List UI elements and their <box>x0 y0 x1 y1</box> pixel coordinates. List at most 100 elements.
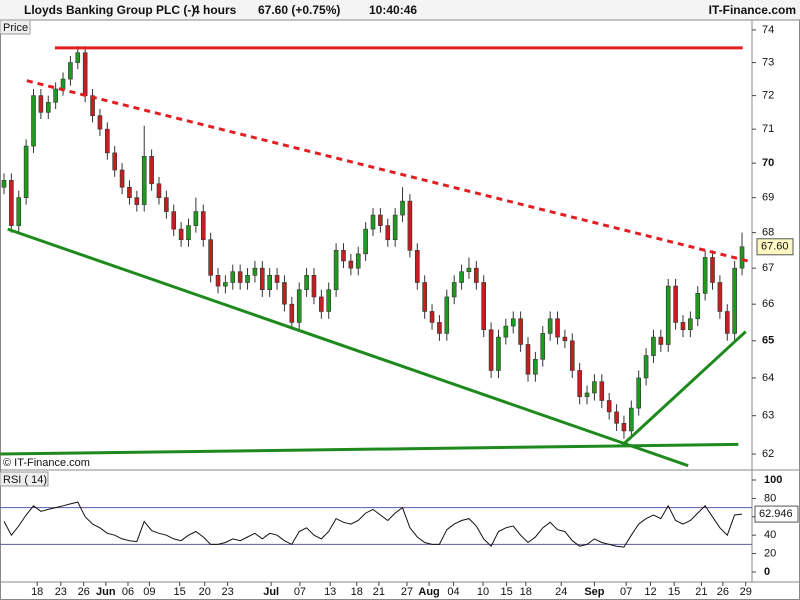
x-tick-label: 29 <box>740 586 752 598</box>
candle-body <box>31 95 36 147</box>
y-tick-label: 62 <box>762 448 774 460</box>
trend-line <box>622 330 747 446</box>
candle-body <box>474 267 479 283</box>
x-tick-label: 23 <box>221 586 233 598</box>
candle-body <box>629 407 634 432</box>
candle-body <box>569 340 575 371</box>
candle-body <box>533 358 538 375</box>
candle-body <box>695 293 701 320</box>
candle-body <box>444 296 450 334</box>
x-tick-label: 18 <box>520 586 532 598</box>
candle-body <box>451 282 457 298</box>
y-tick-label: 67 <box>762 262 774 274</box>
x-tick-label: 13 <box>324 586 336 598</box>
x-tick-label: 06 <box>122 586 134 598</box>
candle-body <box>592 381 597 394</box>
candle-body <box>171 211 177 230</box>
candle-body <box>481 282 487 331</box>
panel-label-box <box>0 19 31 35</box>
x-tick-label: 04 <box>447 586 459 598</box>
candle-body <box>60 78 66 90</box>
candle-body <box>38 95 44 113</box>
candle-body <box>326 289 332 312</box>
candle-body <box>459 271 464 283</box>
x-tick-label: 23 <box>55 586 67 598</box>
candle-body <box>289 303 295 323</box>
candle-body <box>688 318 693 331</box>
candle-body <box>164 197 169 212</box>
candle-body <box>643 355 649 379</box>
rsi-line <box>3 501 743 548</box>
candle-body <box>97 115 103 130</box>
candle-body <box>658 336 664 345</box>
y-tick-label: 72 <box>762 90 774 102</box>
x-tick-label: 09 <box>143 586 155 598</box>
y-tick-label: 68 <box>762 227 774 239</box>
candle-body <box>407 200 413 251</box>
y-tick-label: 74 <box>762 24 774 36</box>
chart-title: Lloyds Banking Group PLC (-) <box>24 3 195 17</box>
candle-body <box>392 214 398 240</box>
candle-body <box>503 325 509 338</box>
candle-body <box>200 211 206 240</box>
candle-body <box>540 333 546 360</box>
candle-body <box>555 318 560 338</box>
y-tick-label: 64 <box>762 372 774 384</box>
rsi-y-tick-label: 80 <box>764 492 776 504</box>
candle-body <box>252 267 258 276</box>
candle-body <box>223 282 228 287</box>
candle-body <box>341 250 346 262</box>
candle-body <box>112 152 117 171</box>
candle-body <box>370 214 376 230</box>
y-tick-label: 73 <box>762 56 774 68</box>
candle-body <box>599 381 605 401</box>
rsi-last-label: 62.946 <box>759 508 793 520</box>
candle-body <box>156 183 162 198</box>
candle-body <box>429 311 435 323</box>
last-price-label: 67.60 <box>761 241 789 253</box>
candle-body <box>193 211 199 226</box>
candle-body <box>665 285 671 345</box>
candle-body <box>385 225 391 240</box>
x-tick-label: 21 <box>695 586 707 598</box>
candle-body <box>355 253 361 269</box>
candle-body <box>702 257 708 294</box>
candle-body <box>127 186 132 198</box>
y-tick-label: 66 <box>762 298 774 310</box>
candle-body <box>496 336 501 371</box>
last-price-box <box>756 238 794 256</box>
candle-body <box>53 88 58 103</box>
candle-body <box>606 400 612 413</box>
candle-body <box>319 296 324 312</box>
candle-body <box>149 156 154 185</box>
candle-body <box>525 344 531 375</box>
copyright: © IT-Finance.com <box>3 457 90 469</box>
candle-body <box>414 250 420 283</box>
candle-body <box>208 239 213 276</box>
candle-body <box>16 197 22 226</box>
candle-body <box>614 411 619 424</box>
candle-body <box>237 271 243 283</box>
candle-body <box>510 318 516 327</box>
candle-body <box>422 282 427 312</box>
panel-label: Price <box>3 22 28 34</box>
x-tick-label: Sep <box>584 586 604 598</box>
candle-body <box>282 282 287 305</box>
interval: 4 hours <box>193 3 237 17</box>
candle-body <box>636 377 642 409</box>
candle-body <box>466 267 472 273</box>
candle-body <box>260 267 265 291</box>
candle-body <box>400 200 405 216</box>
y-tick-label: 70 <box>762 157 774 169</box>
candle-body <box>547 318 553 334</box>
trend-line <box>0 442 739 456</box>
rsi-last-box <box>754 505 799 523</box>
candle-body <box>724 311 730 334</box>
candle-body <box>82 52 88 96</box>
rsi-y-tick-label: 0 <box>764 566 770 578</box>
x-tick-label: Jul <box>263 586 279 598</box>
x-tick-label: 27 <box>401 586 413 598</box>
rsi-y-tick-label: 20 <box>764 547 776 559</box>
change: 67.60 (+0.75%) <box>258 3 340 17</box>
candle-body <box>363 228 368 255</box>
